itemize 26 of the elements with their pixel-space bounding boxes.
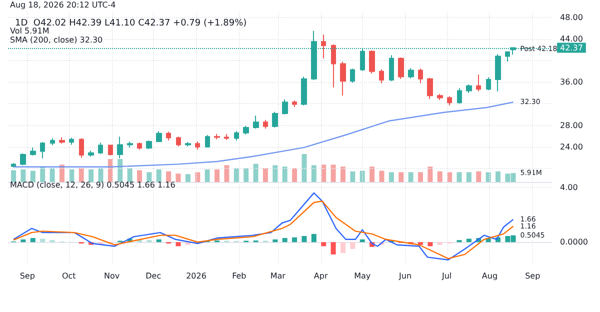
- x-tick-label: Jun: [398, 272, 412, 280]
- y-tick-label: 36.00: [560, 78, 583, 87]
- x-tick-label: Sep: [525, 272, 540, 280]
- y-tick-label: 0.0000: [560, 238, 588, 247]
- x-tick-label: Feb: [232, 272, 246, 280]
- ref-line-label: 42.37: [560, 43, 583, 52]
- text: Aug 18, 2026 20:12 UTC-4: [10, 0, 116, 10]
- x-tick-label: Nov: [104, 272, 120, 280]
- x-tick-label: Jul: [440, 272, 452, 280]
- text: 1D O42.02 H42.39 L41.10 C42.37 +0.79 (+1.89%): [15, 18, 247, 28]
- y-tick-label: 44.00: [560, 34, 583, 44]
- x-tick-label: May: [354, 272, 371, 280]
- x-tick-label: Oct: [62, 272, 76, 280]
- y-tick-label: 4.00: [560, 182, 578, 192]
- x-tick-label: Mar: [270, 272, 286, 280]
- y-tick-label: 28.00: [560, 120, 583, 130]
- x-tick-label: Sep: [20, 272, 35, 280]
- x-tick-label: Apr: [314, 272, 328, 280]
- y-tick-label: 48.00: [560, 12, 583, 22]
- annotation: Vol 5.91M: [10, 26, 50, 36]
- y-tick-label: 24.00: [560, 142, 583, 152]
- annotation: SMA (200, close) 32.30: [10, 36, 103, 44]
- annotation: MACD (close, 12, 26, 9) 0.5045 1.66 1.16: [10, 180, 176, 190]
- x-tick-label: Aug: [482, 272, 498, 280]
- x-tick-label: 2026: [186, 272, 206, 280]
- x-tick-label: Dec: [146, 272, 162, 280]
